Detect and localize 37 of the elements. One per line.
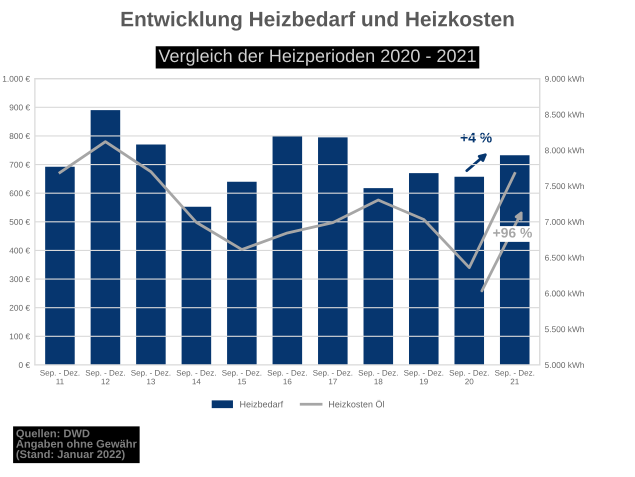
legend-label: Heizkosten Öl bbox=[329, 400, 384, 408]
y-tick-label: 400 € bbox=[9, 248, 30, 254]
x-tick-label: Sep. - Dez. 12 bbox=[86, 370, 125, 384]
x-tick-label: Sep. - Dez. 13 bbox=[131, 370, 170, 384]
x-tick-label: Sep. - Dez. 21 bbox=[494, 370, 534, 384]
y-tick-label: 100 € bbox=[10, 333, 30, 340]
y-tick-label: 700 € bbox=[10, 162, 30, 168]
y2-tick-label: 8.500 kWh bbox=[544, 111, 584, 118]
y2-tick-label: 8.000 kWh bbox=[544, 147, 584, 154]
y2-tick-label: 7.000 kWh bbox=[545, 218, 584, 225]
x-tick-label: Sep. - Dez. 19 bbox=[404, 370, 444, 384]
x-tick-label: Sep. - Dez. 14 bbox=[176, 370, 216, 384]
y2-tick-label: 9.000 kWh bbox=[545, 76, 584, 82]
x-tick-label: Sep. - Dez. 16 bbox=[268, 370, 307, 384]
y2-tick-label: 5.000 kWh bbox=[544, 362, 584, 368]
x-tick-label: Sep. - Dez. 11 bbox=[40, 370, 80, 384]
annotation: +96 % bbox=[493, 228, 532, 238]
y-tick-label: 300 € bbox=[10, 276, 30, 282]
y-tick-label: 900 € bbox=[10, 104, 30, 110]
y-tick-label: 600 € bbox=[10, 190, 30, 196]
y2-tick-label: 5.500 kWh bbox=[544, 326, 584, 332]
y2-tick-label: 6.000 kWh bbox=[545, 290, 584, 296]
x-tick-label: Sep. - Dez. 18 bbox=[358, 370, 398, 384]
x-tick-label: Sep. - Dez. 20 bbox=[449, 370, 489, 384]
y-tick-label: 0 € bbox=[18, 362, 30, 368]
chart-title: Entwicklung Heizbedarf und Heizkosten bbox=[122, 11, 514, 31]
x-tick-label: Sep. - Dez. 15 bbox=[222, 370, 262, 384]
y-tick-label: 800 € bbox=[10, 133, 30, 140]
legend-label: Heizbedarf bbox=[240, 400, 284, 408]
y-tick-label: 1.000 € bbox=[2, 76, 30, 82]
y2-tick-label: 7.500 kWh bbox=[545, 183, 584, 190]
y-tick-label: 200 € bbox=[10, 304, 30, 311]
chart-subtitle: Vergleich der Heizperioden 2020 - 2021 bbox=[158, 48, 476, 66]
y2-tick-label: 6.500 kWh bbox=[545, 254, 584, 261]
source-note: Quellen: DWD Angaben ohne Gewähr (Stand: Januar 2022) bbox=[16, 429, 137, 460]
y-tick-label: 500 € bbox=[10, 219, 30, 225]
x-tick-label: Sep. - Dez. 17 bbox=[313, 370, 352, 384]
